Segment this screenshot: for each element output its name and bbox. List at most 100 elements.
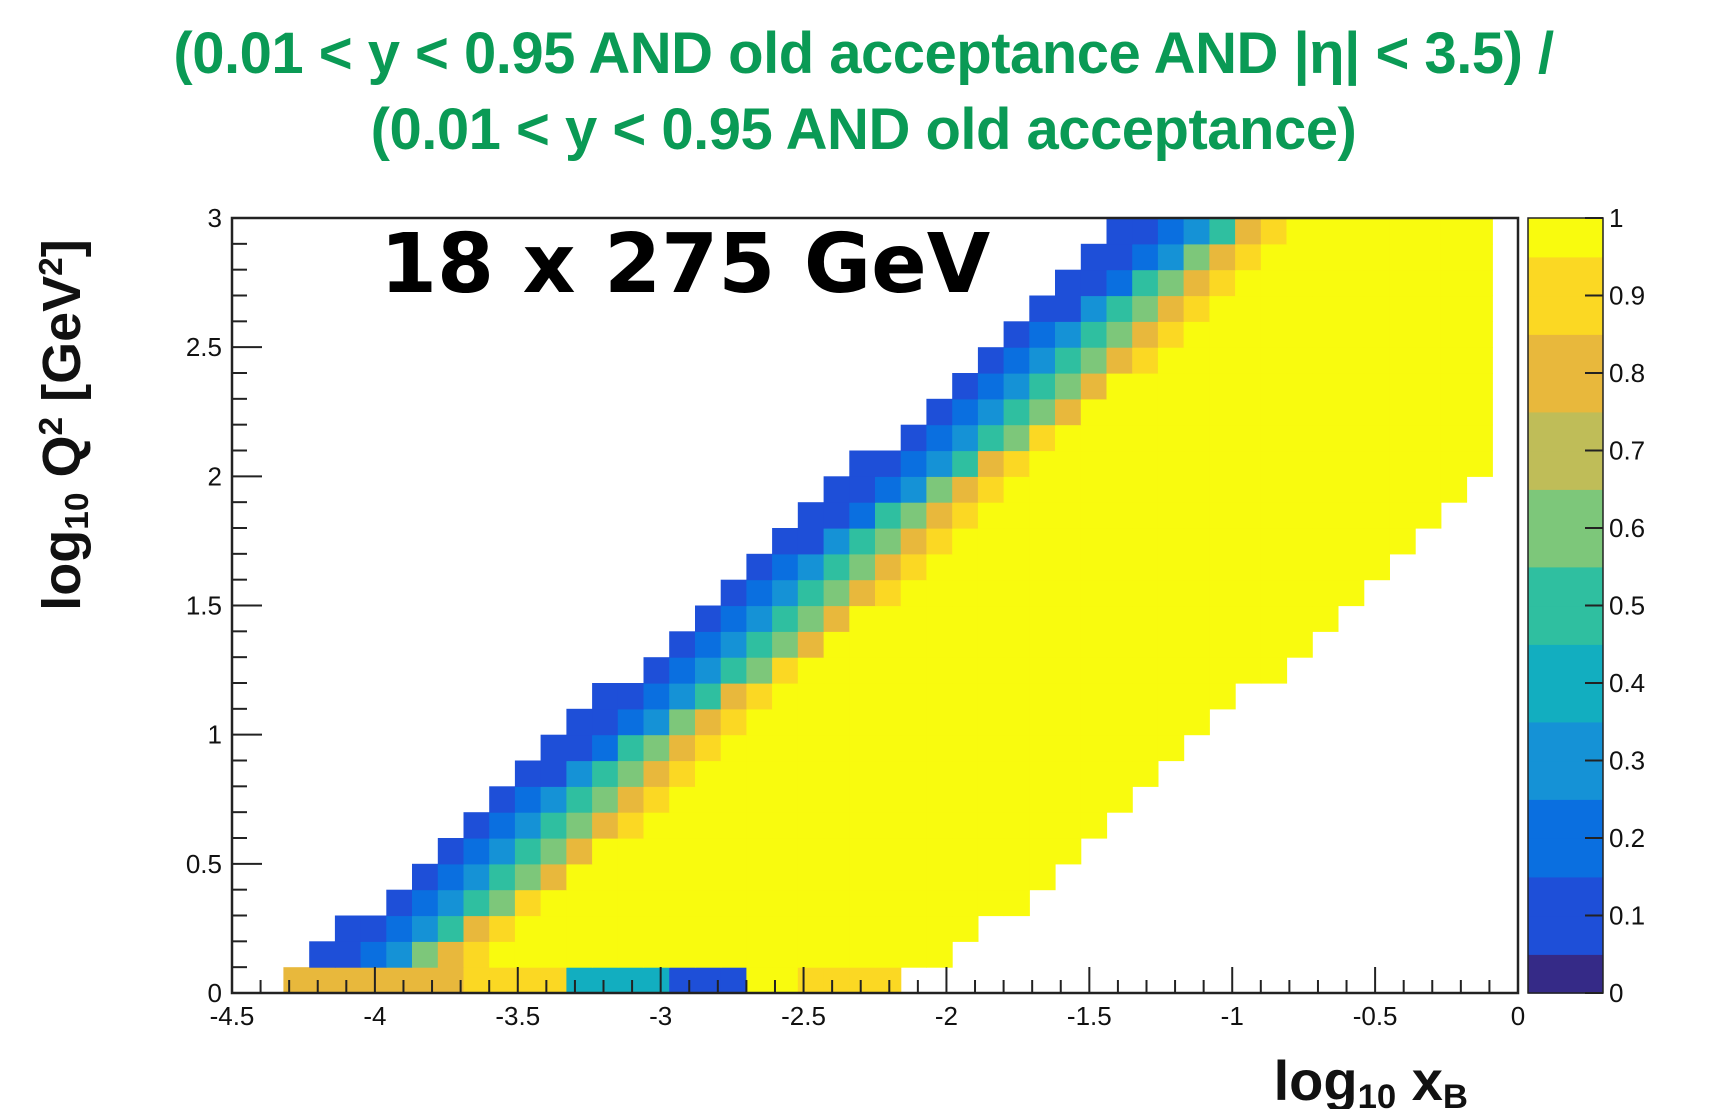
- heatmap-cell: [1080, 528, 1108, 555]
- heatmap-cell: [720, 708, 747, 736]
- heatmap-cell: [1440, 321, 1468, 348]
- heatmap-cell: [746, 889, 773, 917]
- heatmap-cell: [566, 967, 593, 994]
- heatmap-cell: [1183, 243, 1210, 271]
- heatmap-cell: [823, 941, 850, 968]
- heatmap-cell: [1003, 657, 1030, 684]
- heatmap-cell: [1157, 243, 1185, 271]
- heatmap-cell: [1132, 450, 1159, 477]
- heatmap-cell: [1312, 321, 1339, 348]
- heatmap-cell: [1440, 424, 1468, 452]
- heatmap-cell: [1415, 347, 1442, 374]
- heatmap-cell: [772, 631, 799, 658]
- heatmap-cell: [1132, 398, 1159, 426]
- heatmap-cell: [1132, 579, 1159, 607]
- heatmap-cell: [1312, 424, 1339, 452]
- heatmap-cell: [823, 838, 850, 865]
- heatmap-cell: [1466, 347, 1493, 374]
- heatmap-cell: [592, 915, 619, 942]
- heatmap-cell: [1209, 579, 1236, 607]
- heatmap-cell: [875, 528, 902, 555]
- heatmap-cell: [1260, 579, 1288, 607]
- heatmap-cell: [1132, 760, 1159, 787]
- heatmap-cell: [926, 605, 953, 632]
- heatmap-cell: [977, 347, 1005, 374]
- heatmap-cell: [437, 941, 465, 968]
- heatmap-cell: [514, 786, 542, 813]
- heatmap-cells: [283, 218, 1493, 994]
- heatmap-cell: [875, 502, 902, 529]
- heatmap-cell: [1003, 734, 1030, 762]
- heatmap-cell: [1209, 502, 1236, 529]
- heatmap-cell: [669, 967, 696, 994]
- heatmap-cell: [566, 812, 593, 839]
- heatmap-cell: [489, 915, 516, 942]
- heatmap-cell: [746, 760, 773, 787]
- heatmap-cell: [1183, 631, 1210, 658]
- heatmap-cell: [592, 760, 619, 787]
- heatmap-cell: [1106, 553, 1133, 581]
- heatmap-cell: [926, 631, 953, 658]
- heatmap-cell: [1157, 450, 1185, 477]
- heatmap-cell: [952, 502, 979, 529]
- heatmap-cell: [1312, 373, 1339, 400]
- heatmap-cell: [1183, 295, 1210, 322]
- heatmap-cell: [926, 424, 953, 452]
- heatmap-cell: [1132, 295, 1159, 322]
- heatmap-cell: [1106, 786, 1133, 813]
- heatmap-cell: [849, 502, 876, 529]
- color-scale-segment: [1528, 644, 1603, 684]
- heatmap-cell: [540, 967, 567, 994]
- heatmap-cell: [1003, 838, 1030, 865]
- heatmap-cell: [1132, 502, 1159, 529]
- heatmap-cell: [797, 708, 825, 736]
- heatmap-cell: [695, 786, 722, 813]
- heatmap-cell: [1389, 321, 1416, 348]
- heatmap-cell: [1415, 398, 1442, 426]
- heatmap-cell: [1440, 373, 1468, 400]
- heatmap-cell: [1055, 295, 1082, 322]
- heatmap-cell: [643, 889, 670, 917]
- heatmap-cell: [952, 528, 979, 555]
- heatmap-cell: [1312, 605, 1339, 632]
- heatmap-cell: [1003, 760, 1030, 787]
- heatmap-cell: [720, 657, 747, 684]
- heatmap-cell: [566, 734, 593, 762]
- heatmap-cell: [1363, 295, 1390, 322]
- heatmap-cell: [1415, 373, 1442, 400]
- heatmap-cell: [1029, 812, 1056, 839]
- heatmap-cell: [720, 915, 747, 942]
- heatmap-cell: [797, 863, 825, 891]
- heatmap-cell: [772, 605, 799, 632]
- heatmap-cell: [1440, 450, 1468, 477]
- heatmap-cell: [746, 967, 773, 994]
- heatmap-cell: [900, 579, 927, 607]
- heatmap-cell: [1157, 502, 1185, 529]
- heatmap-cell: [1029, 476, 1056, 503]
- heatmap-cell: [1157, 605, 1185, 632]
- heatmap-cell: [643, 657, 670, 684]
- heatmap-cell: [1235, 631, 1262, 658]
- heatmap-cell: [1286, 295, 1313, 322]
- heatmap-cell: [669, 657, 696, 684]
- heatmap-cell: [643, 915, 670, 942]
- heatmap-cell: [797, 553, 825, 581]
- heatmap-cell: [1286, 450, 1313, 477]
- heatmap-cell: [720, 760, 747, 787]
- heatmap-cell: [1055, 708, 1082, 736]
- heatmap-cell: [849, 967, 876, 994]
- heatmap-cell: [1466, 243, 1493, 271]
- heatmap-cell: [952, 812, 979, 839]
- heatmap-cell: [849, 476, 876, 503]
- heatmap-cell: [746, 579, 773, 607]
- heatmap-cell: [720, 812, 747, 839]
- heatmap-cell: [540, 941, 567, 968]
- heatmap-cell: [1183, 708, 1210, 736]
- heatmap-cell: [695, 657, 722, 684]
- heatmap-cell: [643, 812, 670, 839]
- heatmap-cell: [1415, 243, 1442, 271]
- y-tick-label: 3: [208, 203, 222, 233]
- heatmap-cell: [823, 967, 850, 994]
- heatmap-cell: [617, 967, 645, 994]
- heatmap-cell: [463, 915, 490, 942]
